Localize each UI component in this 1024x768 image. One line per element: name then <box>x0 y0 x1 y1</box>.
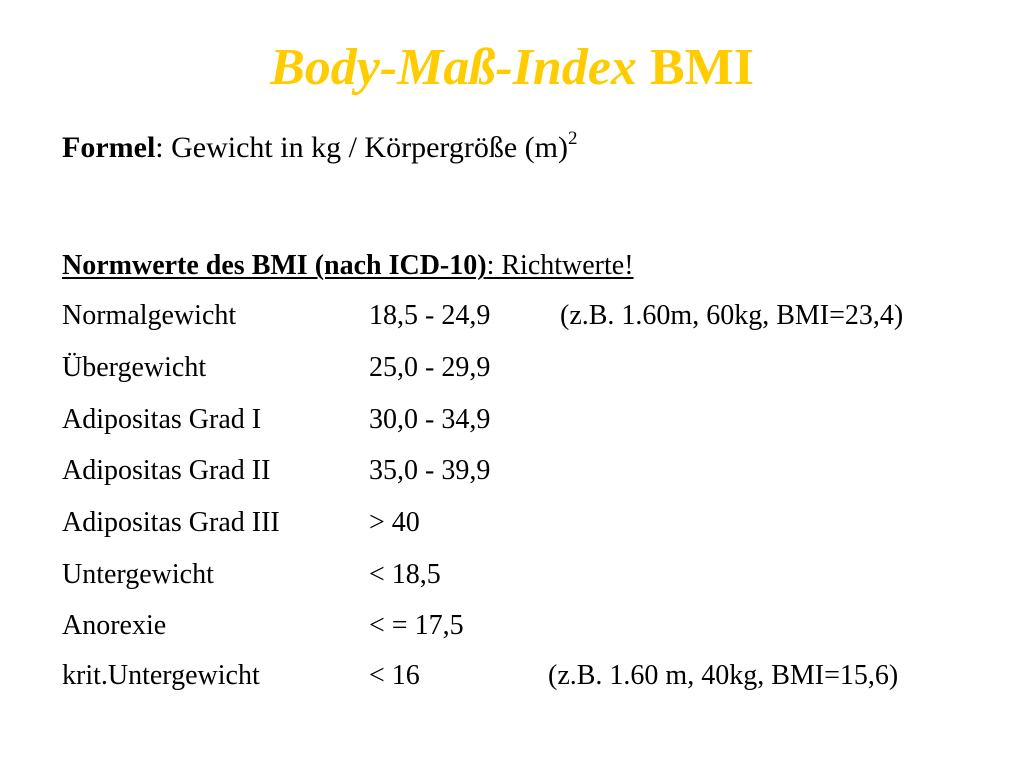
formula-label: Formel <box>62 131 156 164</box>
bmi-range: 30,0 - 34,9 <box>369 404 491 435</box>
slide-title: Body-Maß-Index BMI <box>0 36 1024 100</box>
bmi-category: krit.Untergewicht <box>62 660 260 691</box>
bmi-range: 25,0 - 29,9 <box>369 352 491 383</box>
bmi-category: Übergewicht <box>62 352 207 383</box>
formula-text: Gewicht in kg / Körpergröße (m) <box>171 131 568 164</box>
bmi-row-adipositas-2: Adipositas Grad II 35,0 - 39,9 <box>0 451 1024 491</box>
formula-exponent: 2 <box>567 128 578 149</box>
bmi-row-untergewicht: Untergewicht < 18,5 <box>0 555 1024 595</box>
bmi-category: Adipositas Grad I <box>62 404 262 435</box>
title-regular-part: BMI <box>649 39 754 96</box>
bmi-range: < 18,5 <box>369 559 441 590</box>
bmi-category: Adipositas Grad III <box>62 507 280 538</box>
bmi-category: Anorexie <box>62 610 167 641</box>
bmi-category: Normalgewicht <box>62 300 237 331</box>
bmi-row-uebergewicht: Übergewicht 25,0 - 29,9 <box>0 348 1024 388</box>
bmi-example: (z.B. 1.60m, 60kg, BMI=23,4) <box>560 300 904 331</box>
norm-heading: Normwerte des BMI (nach ICD-10): Richtwe… <box>62 246 634 286</box>
bmi-row-adipositas-3: Adipositas Grad III > 40 <box>0 503 1024 543</box>
bmi-example: (z.B. 1.60 m, 40kg, BMI=15,6) <box>548 660 899 691</box>
norm-heading-bold: Normwerte des BMI (nach ICD-10) <box>62 250 487 281</box>
bmi-range: < = 17,5 <box>369 610 464 641</box>
bmi-row-anorexie: Anorexie < = 17,5 <box>0 606 1024 646</box>
bmi-row-adipositas-1: Adipositas Grad I 30,0 - 34,9 <box>0 400 1024 440</box>
formula-separator: : <box>155 131 164 164</box>
bmi-range: > 40 <box>369 507 420 538</box>
bmi-row-krit-untergewicht: krit.Untergewicht < 16 (z.B. 1.60 m, 40k… <box>0 656 1024 696</box>
formula-line: Formel: Gewicht in kg / Körpergröße (m)2 <box>62 128 577 168</box>
title-italic-part: Body-Maß-Index <box>270 39 637 96</box>
bmi-range: 35,0 - 39,9 <box>369 455 491 486</box>
bmi-category: Adipositas Grad II <box>62 455 271 486</box>
bmi-row-normalgewicht: Normalgewicht 18,5 - 24,9 (z.B. 1.60m, 6… <box>0 296 1024 336</box>
norm-heading-rest: : Richtwerte! <box>486 250 634 281</box>
bmi-range: < 16 <box>369 660 420 691</box>
bmi-range: 18,5 - 24,9 <box>369 300 491 331</box>
bmi-category: Untergewicht <box>62 559 214 590</box>
